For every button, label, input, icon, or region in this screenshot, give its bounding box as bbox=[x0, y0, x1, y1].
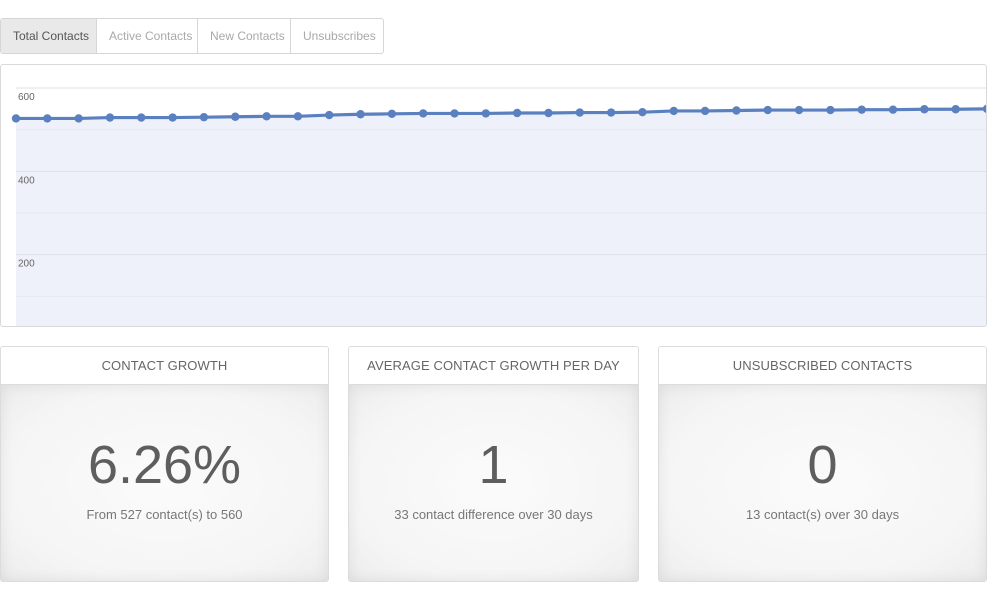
data-point bbox=[982, 104, 986, 113]
card-contact-growth: CONTACT GROWTH 6.26% From 527 contact(s)… bbox=[0, 346, 329, 582]
data-point bbox=[732, 106, 741, 115]
data-point bbox=[325, 110, 334, 120]
data-point bbox=[293, 112, 303, 121]
card-value: 6.26% bbox=[87, 435, 242, 495]
card-value: 1 bbox=[478, 435, 509, 495]
y-tick-label: 600 bbox=[18, 92, 35, 103]
data-point bbox=[794, 105, 804, 115]
data-point bbox=[888, 105, 898, 114]
data-point bbox=[231, 112, 240, 121]
data-point bbox=[199, 112, 209, 122]
data-point bbox=[575, 108, 585, 117]
data-point bbox=[43, 114, 52, 123]
card-subtitle: 13 contact(s) over 30 days bbox=[745, 507, 900, 522]
data-point bbox=[669, 106, 678, 116]
data-point bbox=[356, 110, 365, 119]
data-point bbox=[826, 105, 835, 115]
card-body: 6.26% From 527 contact(s) to 560 bbox=[1, 385, 328, 581]
data-point bbox=[450, 109, 459, 118]
card-unsubscribed: UNSUBSCRIBED CONTACTS 0 13 contact(s) ov… bbox=[658, 346, 987, 582]
data-point bbox=[168, 113, 177, 122]
card-body: 1 33 contact difference over 30 days bbox=[349, 385, 638, 581]
y-tick-label: 400 bbox=[18, 175, 35, 186]
contacts-chart: 600 400 200 bbox=[0, 64, 987, 327]
data-point bbox=[920, 105, 929, 114]
data-point bbox=[512, 108, 522, 118]
data-point bbox=[418, 109, 428, 118]
card-value: 0 bbox=[807, 435, 838, 495]
tab-new-contacts[interactable]: New Contacts bbox=[198, 19, 291, 53]
card-subtitle: From 527 contact(s) to 560 bbox=[86, 507, 243, 522]
data-point bbox=[262, 112, 271, 121]
tab-active-contacts[interactable]: Active Contacts bbox=[97, 19, 198, 53]
y-tick-label: 200 bbox=[18, 259, 35, 270]
card-body: 0 13 contact(s) over 30 days bbox=[659, 385, 986, 581]
card-title: AVERAGE CONTACT GROWTH PER DAY bbox=[349, 347, 638, 385]
data-point bbox=[857, 105, 866, 114]
chart-svg: 600 400 200 bbox=[11, 87, 986, 326]
card-title: UNSUBSCRIBED CONTACTS bbox=[659, 347, 986, 385]
metric-tabs: Total Contacts Active Contacts New Conta… bbox=[0, 18, 384, 54]
data-point bbox=[606, 108, 616, 117]
card-title: CONTACT GROWTH bbox=[1, 347, 328, 385]
data-point bbox=[387, 109, 397, 119]
data-point bbox=[544, 108, 553, 118]
data-point bbox=[700, 106, 710, 116]
tab-total-contacts[interactable]: Total Contacts bbox=[1, 19, 97, 53]
data-point bbox=[763, 105, 772, 115]
data-point bbox=[74, 114, 83, 123]
card-average-growth: AVERAGE CONTACT GROWTH PER DAY 1 33 cont… bbox=[348, 346, 639, 582]
data-point bbox=[11, 114, 21, 123]
card-subtitle: 33 contact difference over 30 days bbox=[394, 507, 593, 522]
tab-unsubscribes[interactable]: Unsubscribes bbox=[303, 29, 376, 43]
data-point bbox=[105, 113, 115, 122]
series-area bbox=[16, 108, 986, 326]
data-point bbox=[638, 107, 647, 117]
series-line bbox=[14, 107, 986, 121]
data-point bbox=[951, 105, 960, 114]
data-point bbox=[481, 109, 491, 118]
data-point bbox=[137, 113, 146, 122]
